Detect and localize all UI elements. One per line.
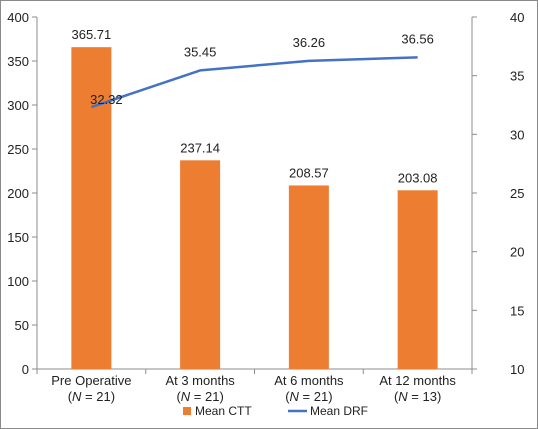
bar [180, 160, 221, 369]
left-tick-label: 250 [7, 142, 29, 157]
right-tick-label: 25 [510, 186, 524, 201]
right-tick-label: 20 [510, 245, 524, 260]
category-n-label: (N = 13) [394, 389, 441, 404]
left-tick-label: 350 [7, 54, 29, 69]
bar-value-label: 365.71 [71, 27, 111, 42]
category-label: At 3 months [165, 373, 235, 388]
category-n-label: (N = 21) [285, 389, 332, 404]
line-value-label: 36.56 [401, 31, 434, 46]
bar-value-label: 203.08 [398, 170, 438, 185]
left-tick-label: 300 [7, 98, 29, 113]
legend: Mean CTT Mean DRF [183, 404, 368, 418]
line-value-label: 35.45 [184, 44, 217, 59]
right-tick-label: 40 [510, 10, 524, 25]
bar [397, 190, 438, 369]
right-tick-label: 30 [510, 127, 524, 142]
left-tick-label: 100 [7, 274, 29, 289]
legend-swatch-ctt [183, 407, 191, 415]
legend-label-ctt: Mean CTT [195, 404, 252, 418]
right-tick-label: 15 [510, 303, 524, 318]
left-tick-label: 0 [22, 362, 29, 377]
left-tick-label: 400 [7, 10, 29, 25]
category-label: Pre Operative [51, 373, 131, 388]
axes: 0 50 100 150 200 250 300 350 400 10 15 20 25 30 35 40 Pr… [7, 10, 524, 404]
category-n-label: (N = 21) [68, 389, 115, 404]
data-labels: 365.71 237.14 208.57 203.08 32.32 35.45 36.26 3… [71, 27, 437, 185]
bar-value-label: 237.14 [180, 140, 220, 155]
line-value-label: 36.26 [293, 35, 326, 50]
category-n-label: (N = 21) [176, 389, 223, 404]
left-tick-label: 150 [7, 230, 29, 245]
bar [288, 185, 329, 369]
bar-value-label: 208.57 [289, 165, 329, 180]
bars [71, 47, 438, 369]
drf-line-path [90, 56, 418, 109]
category-label: At 6 months [274, 373, 344, 388]
left-tick-label: 50 [15, 318, 29, 333]
right-tick-label: 10 [510, 362, 524, 377]
drf-line [90, 56, 418, 109]
bar [71, 47, 112, 369]
legend-label-drf: Mean DRF [310, 404, 368, 418]
right-tick-label: 35 [510, 69, 524, 84]
category-label: At 12 months [379, 373, 456, 388]
left-tick-label: 200 [7, 186, 29, 201]
line-value-label: 32.32 [90, 92, 123, 107]
